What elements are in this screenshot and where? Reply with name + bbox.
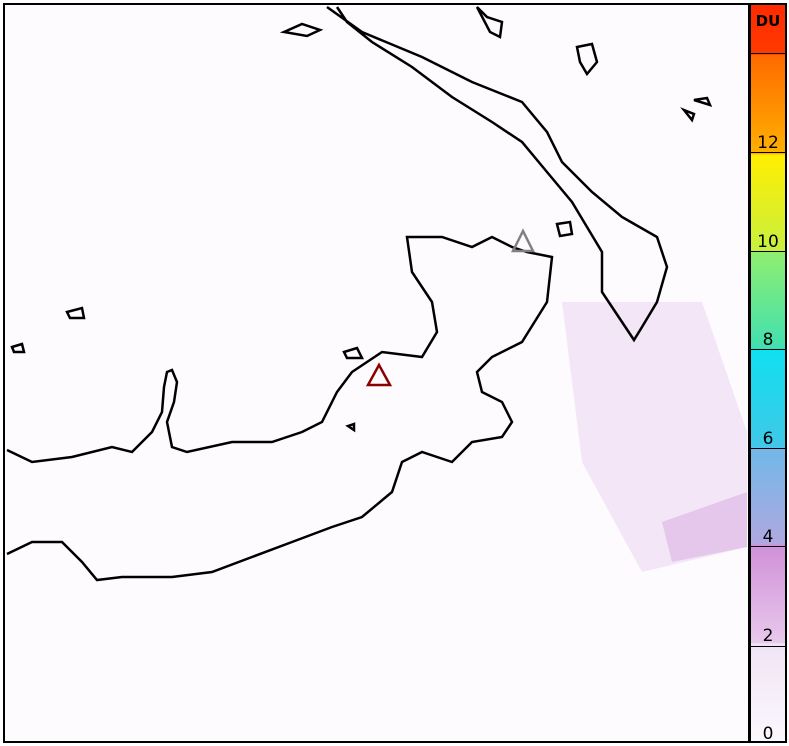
so2-plume [562,302,747,572]
islet [680,96,713,123]
islet [575,42,599,77]
volcano-marker-secondary [510,228,536,253]
coastlines [6,5,713,582]
colorbar-tick-label: 8 [762,330,774,350]
colorbar-tick-label: 12 [757,133,779,153]
volcano-marker-active [365,362,393,387]
islet [65,306,86,320]
coast-main-island [6,235,554,582]
coastline-map [6,5,747,582]
colorbar-tick-label: 6 [762,429,774,449]
islet [342,346,365,360]
coast-north-peninsula [326,5,669,343]
colorbar-tick [751,53,785,54]
colorbar: DU 12 10 8 6 4 2 0 [749,3,787,744]
islet [345,422,356,433]
islet [555,220,574,238]
colorbar-tick [751,349,785,350]
colorbar-unit-label: DU [755,12,781,30]
islet [10,342,26,354]
colorbar-tick [751,546,785,547]
islet [279,22,324,38]
colorbar-tick [751,251,785,252]
colorbar-tick [751,646,785,647]
islet [475,6,504,39]
colorbar-tick-label: 2 [762,626,774,646]
map-panel [3,3,750,743]
colorbar-tick-label: 10 [757,232,779,252]
colorbar-tick [751,448,785,449]
colorbar-tick-label: 0 [762,724,774,744]
colorbar-tick [751,152,785,153]
colorbar-tick-label: 4 [762,527,774,547]
